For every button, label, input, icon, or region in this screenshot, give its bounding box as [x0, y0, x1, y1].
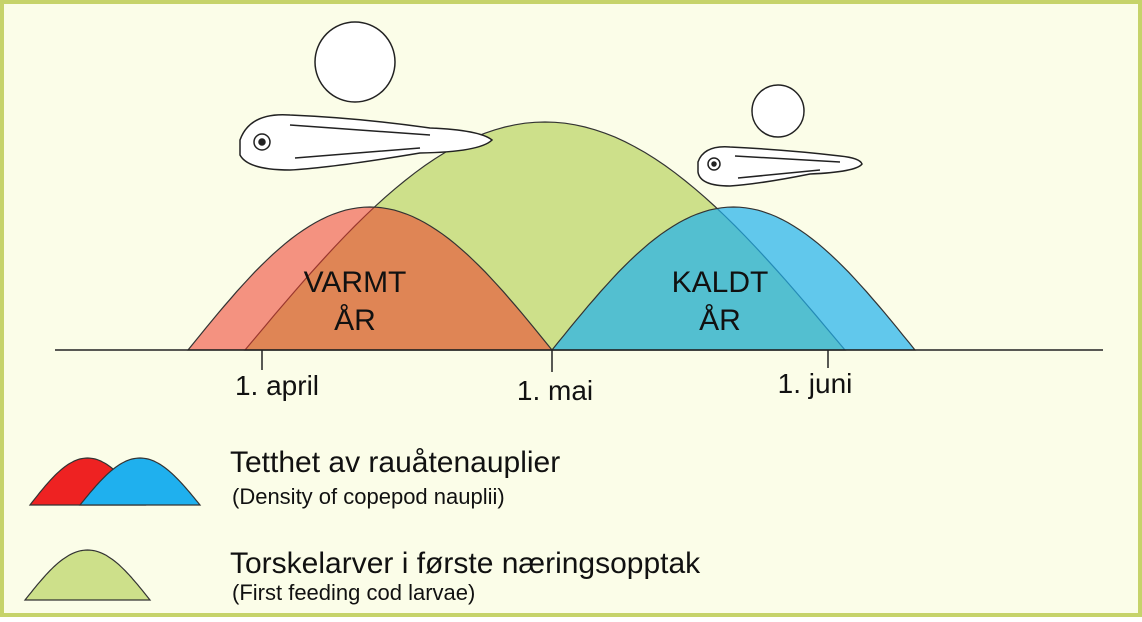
legend-title: Torskelarver i første næringsopptak [230, 547, 701, 580]
cod-larva [697, 146, 863, 187]
date-label: 1. april [235, 370, 319, 401]
warm-label: ÅR [334, 304, 376, 337]
cod-larva [239, 113, 494, 171]
hump [550, 206, 917, 351]
cold-label: ÅR [699, 304, 741, 337]
legend-subtitle: (Density of copepod nauplii) [232, 484, 505, 509]
hump [23, 549, 152, 601]
legend-subtitle: (First feeding cod larvae) [232, 580, 475, 605]
humps [23, 121, 917, 601]
date-label: 1. mai [517, 375, 593, 406]
larva-size-circle [751, 84, 805, 138]
cold-label: KALDT [672, 266, 769, 299]
warm-label: VARMT [304, 266, 407, 299]
legend-title: Tetthet av rauåtenauplier [230, 446, 560, 479]
date-label: 1. juni [778, 368, 853, 399]
hump [78, 457, 202, 506]
larva-size-circle [314, 21, 396, 103]
hump [186, 206, 554, 351]
